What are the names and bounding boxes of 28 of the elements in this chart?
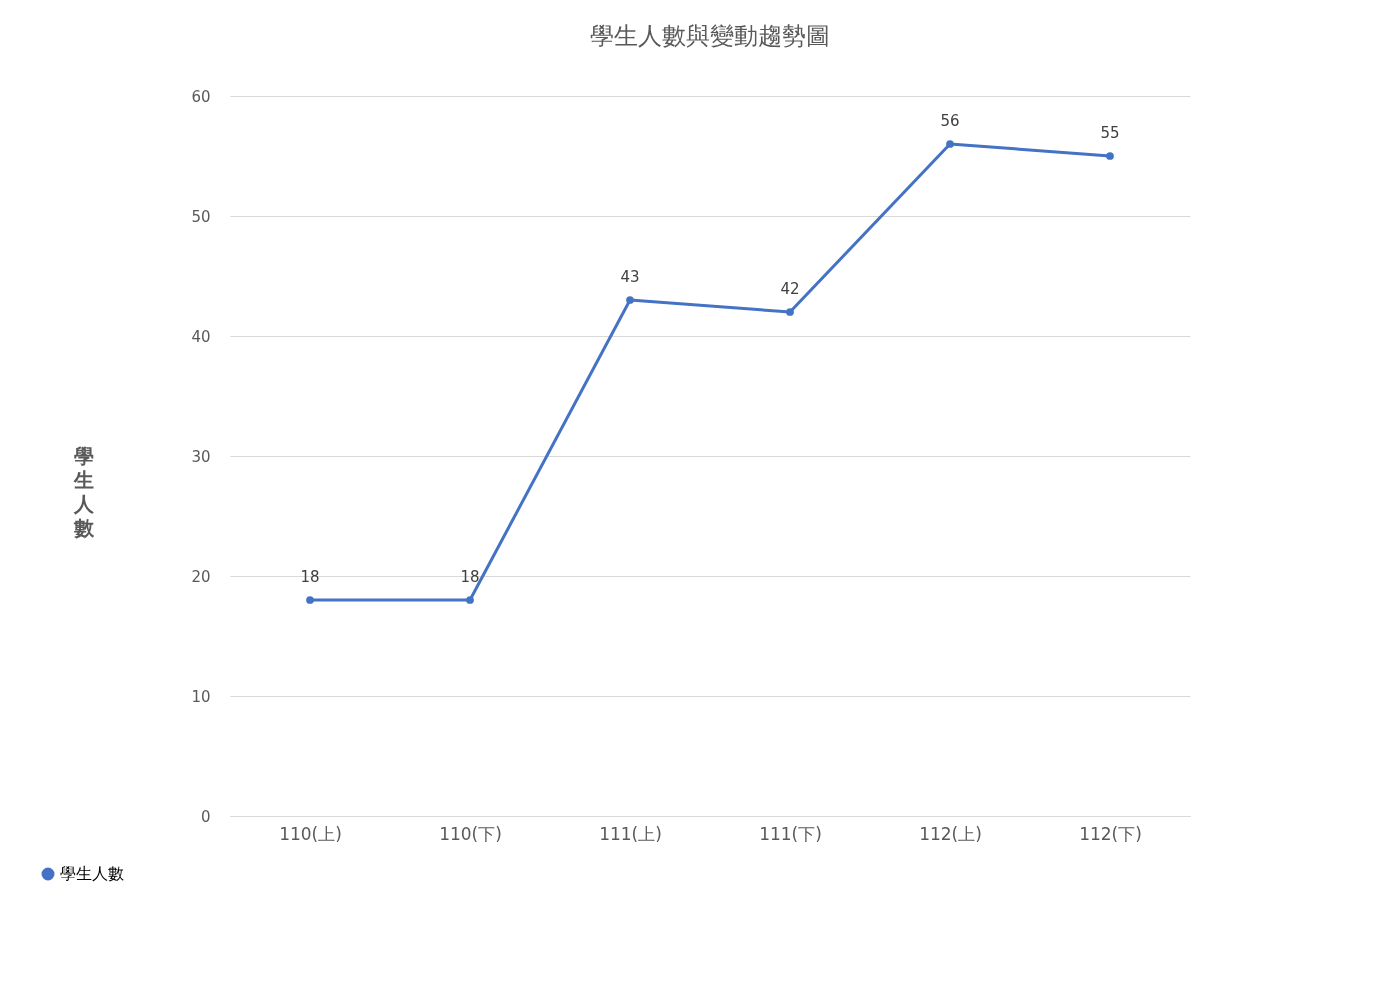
legend-label: 學生人數	[60, 864, 124, 883]
point	[786, 308, 794, 316]
x-tick-label: 110(上)	[279, 823, 342, 844]
x-tick-label: 111(下)	[759, 823, 822, 844]
y-tick-label: 0	[200, 807, 211, 826]
point	[466, 596, 474, 604]
y-tick-label: 30	[191, 447, 211, 466]
point	[946, 140, 954, 148]
chart-title: 學生人數與變動趨勢圖	[590, 22, 830, 50]
data-label: 43	[620, 268, 640, 286]
data-label: 55	[1100, 124, 1120, 142]
x-tick-label: 111(上)	[599, 823, 662, 844]
x-tick-label: 110(下)	[439, 823, 502, 844]
y-tick-label: 60	[191, 87, 211, 106]
data-label: 18	[300, 568, 320, 586]
data-label: 18	[460, 568, 480, 586]
data-label: 42	[780, 280, 800, 298]
y-axis-title: 學生人數	[73, 443, 96, 540]
y-tick-label: 20	[191, 567, 211, 586]
y-tick-label: 10	[191, 687, 211, 706]
y-tick-label: 50	[191, 207, 211, 226]
point	[306, 596, 314, 604]
y-tick-label: 40	[191, 327, 211, 346]
point	[1106, 152, 1114, 160]
x-tick-label: 112(上)	[919, 823, 982, 844]
point	[626, 296, 634, 304]
x-tick-label: 112(下)	[1079, 823, 1142, 844]
data-label: 56	[940, 112, 960, 130]
